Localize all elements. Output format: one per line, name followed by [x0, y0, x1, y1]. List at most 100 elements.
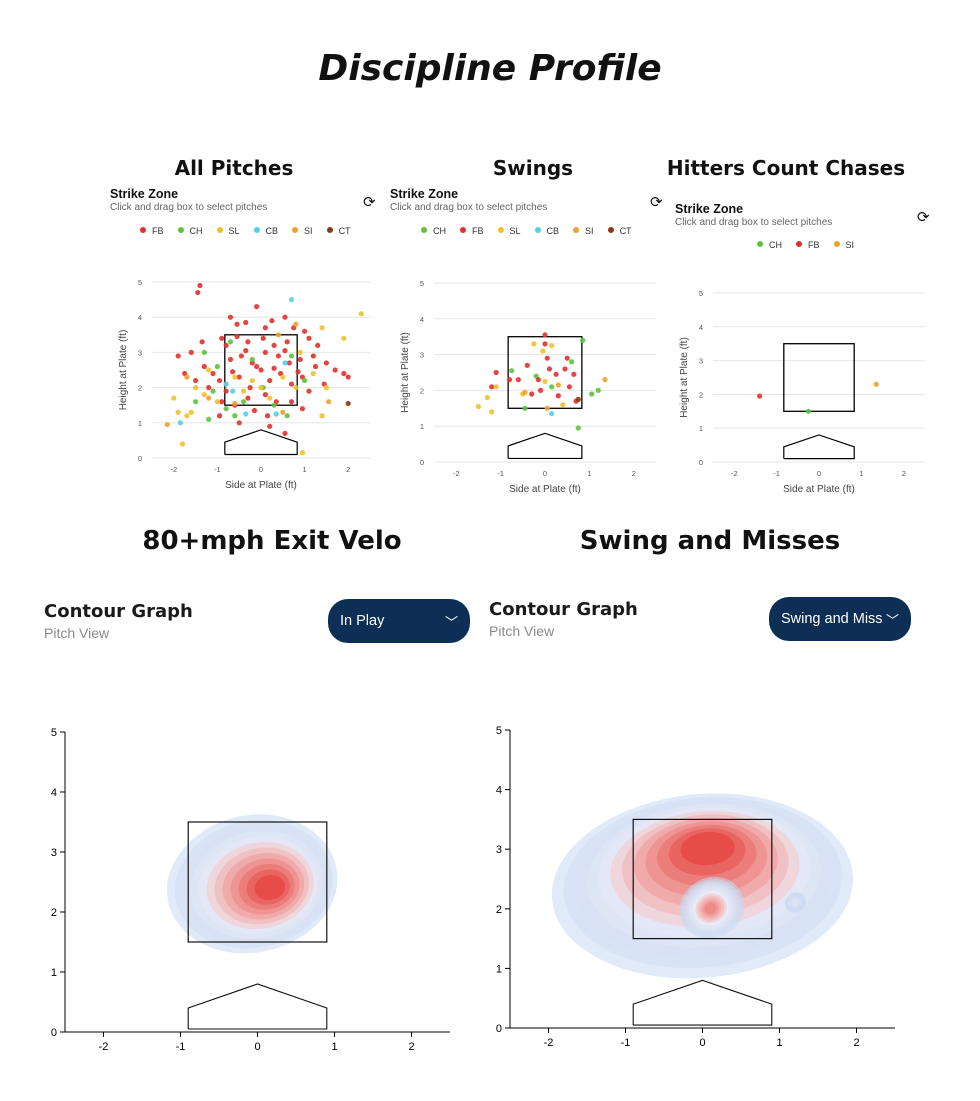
y-tick-label: 1: [496, 963, 502, 975]
chart-legend: CH FB SI: [757, 240, 868, 250]
y-tick-label: 3: [496, 844, 502, 856]
dropdown-value: Swing and Miss: [781, 611, 883, 627]
x-tick-label: -1: [214, 465, 221, 474]
pitch-point-fb: [555, 393, 561, 399]
pitch-point-fb: [284, 339, 290, 345]
pitch-point-fb: [506, 377, 513, 383]
pitch-point-si: [232, 400, 238, 407]
filter-dropdown[interactable]: Swing and Miss ﹀: [769, 597, 911, 641]
strike-zone-box: [507, 336, 583, 409]
y-tick-label: 0: [51, 1027, 57, 1039]
pitch-point-ch: [288, 353, 295, 359]
legend-item[interactable]: CH: [177, 226, 203, 236]
legend-item[interactable]: FB: [796, 240, 820, 250]
refresh-icon[interactable]: ⟳: [650, 193, 663, 211]
legend-item[interactable]: SI: [573, 226, 594, 236]
y-tick-label: 0: [496, 1023, 502, 1035]
y-axis-label: Height at Plate (ft): [679, 337, 690, 418]
legend-item[interactable]: SL: [216, 226, 240, 236]
x-tick-label: -1: [176, 1041, 186, 1053]
legend-label: FB: [152, 226, 164, 236]
legend-swatch: [253, 227, 260, 233]
pitch-point-cb: [549, 411, 555, 417]
refresh-icon[interactable]: ⟳: [917, 208, 930, 226]
x-tick-label: -1: [497, 469, 504, 478]
legend-item[interactable]: CH: [757, 240, 782, 250]
pitch-point-fb: [537, 387, 544, 393]
pitch-point-fb: [188, 349, 194, 355]
legend-label: FB: [808, 240, 820, 250]
pitch-point-ch: [302, 377, 308, 384]
pitch-point-fb: [236, 374, 242, 380]
pitch-point-fb: [345, 374, 351, 380]
filter-dropdown[interactable]: In Play ﹀: [328, 599, 470, 643]
contour-chart[interactable]: 0 1 2 3 4 5 -2 -1 0 1 2: [465, 710, 905, 1055]
pitch-point-fb: [271, 365, 277, 371]
pitch-point-ch: [580, 337, 586, 343]
pitch-point-fb: [566, 384, 573, 390]
contour-graph-header: Contour Graph Pitch View: [44, 601, 193, 641]
section-title-swings: Swings: [492, 156, 574, 180]
contour-chart[interactable]: 0 1 2 3 4 5 -2 -1 0 1 2: [20, 712, 460, 1057]
strike-zone-chart[interactable]: 0 1 2 3 4 5 -2 -1 0 1 2 Side at Plate (ft) Height at…: [390, 270, 665, 495]
refresh-icon[interactable]: ⟳: [363, 193, 376, 211]
pitch-point-sl: [249, 377, 255, 384]
pitch-point-sl: [493, 384, 499, 390]
x-tick-label: 0: [543, 469, 547, 478]
legend-swatch: [421, 227, 427, 233]
strike-zone-box: [783, 343, 855, 412]
legend-item[interactable]: CT: [607, 226, 632, 236]
pitch-point-fb: [264, 413, 271, 419]
legend-item[interactable]: FB: [140, 226, 164, 236]
pitch-point-fb: [312, 363, 319, 370]
legend-item[interactable]: SI: [833, 240, 854, 250]
pitch-point-sl: [299, 450, 306, 456]
x-tick-label: 0: [817, 469, 821, 478]
legend-item[interactable]: CB: [534, 226, 559, 236]
pitch-point-sl: [484, 394, 490, 401]
contour-graph-subheading: Pitch View: [44, 625, 110, 641]
legend-item[interactable]: CH: [421, 226, 446, 236]
pitch-point-fb: [553, 371, 559, 377]
pitch-point-ch: [193, 399, 199, 405]
legend-swatch: [607, 227, 614, 233]
strike-zone-chart[interactable]: 0 1 2 3 4 5 -2 -1 0 1 2 Side at Plate (ft) Height at…: [675, 280, 940, 495]
pitch-point-sl: [232, 374, 238, 380]
pitch-point-fb: [247, 385, 253, 391]
y-tick-label: 5: [496, 725, 502, 737]
y-tick-label: 4: [420, 315, 424, 324]
y-tick-label: 0: [138, 454, 142, 463]
y-tick-label: 0: [420, 458, 424, 467]
y-tick-label: 3: [51, 847, 57, 859]
pitch-point-fb: [282, 314, 288, 320]
legend-label: SI: [304, 226, 313, 236]
legend-item[interactable]: SL: [497, 226, 521, 236]
legend-item[interactable]: CT: [326, 226, 351, 236]
legend-item[interactable]: FB: [460, 226, 484, 236]
x-tick-label: 1: [859, 469, 863, 478]
legend-item[interactable]: CB: [253, 226, 278, 236]
pitch-point-fb: [282, 430, 288, 436]
home-plate: [224, 429, 298, 456]
pitch-point-cb: [223, 381, 229, 387]
pitch-point-fb: [544, 355, 550, 361]
section-title-all-pitches: All Pitches: [174, 156, 294, 180]
legend-swatch: [140, 227, 146, 233]
pitch-point-fb: [315, 342, 321, 348]
pitch-point-fb: [227, 356, 234, 363]
legend-swatch: [460, 227, 466, 233]
y-tick-label: 1: [420, 422, 424, 431]
legend-item[interactable]: SI: [292, 226, 313, 236]
pitch-point-ch: [575, 425, 581, 431]
strike-zone-subheading: Click and drag box to select pitches: [390, 202, 548, 213]
x-tick-label: 0: [699, 1037, 705, 1049]
pitch-point-ch: [206, 416, 212, 422]
pitch-point-fb: [245, 339, 251, 345]
x-tick-label: -2: [170, 465, 177, 474]
pitch-point-fb: [223, 342, 229, 348]
pitch-point-fb: [341, 370, 347, 377]
home-plate: [507, 432, 583, 460]
strike-zone-subheading: Click and drag box to select pitches: [110, 202, 268, 213]
strike-zone-chart[interactable]: 0 1 2 3 4 5 -2 -1 0 1 2 Side at Plate (ft) Height at…: [110, 270, 380, 495]
x-tick-label: 2: [632, 469, 636, 478]
